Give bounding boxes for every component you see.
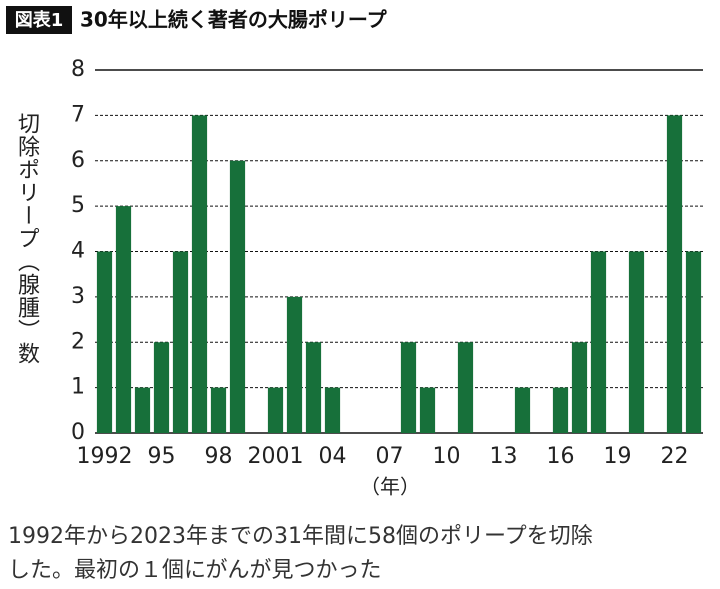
y-tick-label: 8 bbox=[71, 57, 85, 82]
x-tick-label: 95 bbox=[148, 444, 176, 469]
x-tick-label: 16 bbox=[547, 444, 575, 469]
bar bbox=[305, 342, 322, 433]
y-axis-label: 切除ポリープ（腺腫）数 bbox=[14, 112, 39, 365]
bar bbox=[666, 115, 683, 433]
y-tick-label: 7 bbox=[71, 102, 85, 127]
bar bbox=[571, 342, 588, 433]
badge-bg bbox=[6, 6, 72, 34]
bar bbox=[134, 387, 151, 433]
x-axis-label: （年） bbox=[360, 475, 420, 499]
bar bbox=[286, 296, 303, 433]
y-tick-label: 2 bbox=[71, 329, 85, 354]
x-tick-label: 13 bbox=[490, 444, 518, 469]
x-tick-label: 98 bbox=[205, 444, 233, 469]
bar bbox=[191, 115, 208, 433]
bar bbox=[172, 251, 189, 433]
y-tick-label: 5 bbox=[71, 193, 85, 218]
bar bbox=[590, 251, 607, 433]
x-tick-label: 04 bbox=[319, 444, 347, 469]
bar bbox=[628, 251, 645, 433]
x-tick-label: 2001 bbox=[248, 444, 304, 469]
bar bbox=[229, 160, 246, 433]
y-tick-label: 3 bbox=[71, 284, 85, 309]
bar bbox=[267, 387, 284, 433]
y-tick-label: 4 bbox=[71, 239, 85, 264]
bar bbox=[96, 251, 113, 433]
bar bbox=[115, 206, 132, 433]
bar bbox=[685, 251, 702, 433]
x-tick-label: 1992 bbox=[77, 444, 133, 469]
bar bbox=[514, 387, 531, 433]
bar bbox=[552, 387, 569, 433]
caption: 1992年から2023年までの31年間に58個のポリープを切除 bbox=[8, 524, 593, 549]
x-tick-label: 19 bbox=[604, 444, 632, 469]
y-tick-label: 6 bbox=[71, 148, 85, 173]
bar bbox=[400, 342, 417, 433]
y-tick-label: 1 bbox=[71, 375, 85, 400]
bar bbox=[153, 342, 170, 433]
chart-title: 30年以上続く著者の大腸ポリープ bbox=[80, 8, 388, 32]
x-tick-label: 10 bbox=[433, 444, 461, 469]
chart: 図表1 30年以上続く著者の大腸ポリープ （年） 0 1 2 3 4 5 6 7 8 1992 95… bbox=[6, 6, 703, 499]
caption: した。最初の１個にがんが見つかった bbox=[8, 558, 382, 583]
badge: 図表1 bbox=[15, 9, 64, 31]
bar bbox=[457, 342, 474, 433]
x-tick-label: 22 bbox=[661, 444, 689, 469]
bar bbox=[324, 387, 341, 433]
bar bbox=[419, 387, 436, 433]
bar bbox=[210, 387, 227, 433]
y-tick-label: 0 bbox=[71, 420, 85, 445]
x-tick-label: 07 bbox=[376, 444, 404, 469]
